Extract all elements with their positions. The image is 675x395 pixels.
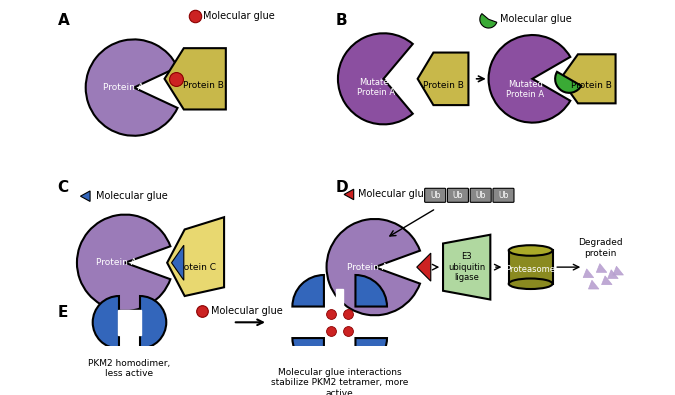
Polygon shape: [443, 235, 490, 299]
Polygon shape: [80, 191, 90, 201]
Ellipse shape: [509, 245, 553, 256]
FancyBboxPatch shape: [425, 188, 446, 202]
Ellipse shape: [509, 278, 553, 289]
Bar: [118, 310, 141, 335]
Text: D: D: [335, 180, 348, 195]
Text: Molecular glue interactions
stabilize PKM2 tetramer, more
active: Molecular glue interactions stabilize PK…: [271, 368, 408, 395]
Wedge shape: [356, 338, 387, 370]
Text: Molecular glue: Molecular glue: [500, 14, 572, 24]
Polygon shape: [171, 245, 184, 280]
Polygon shape: [596, 263, 607, 273]
Polygon shape: [560, 54, 616, 103]
Polygon shape: [613, 266, 624, 275]
FancyBboxPatch shape: [493, 188, 514, 202]
Text: Molecular glue: Molecular glue: [97, 191, 168, 201]
FancyBboxPatch shape: [448, 188, 468, 202]
Text: Protein A: Protein A: [347, 263, 388, 272]
Text: Molecular glue: Molecular glue: [203, 11, 275, 21]
Polygon shape: [416, 253, 431, 281]
Text: Ub: Ub: [475, 191, 486, 200]
Wedge shape: [86, 40, 178, 136]
Wedge shape: [480, 14, 497, 28]
Text: E: E: [57, 305, 68, 320]
Polygon shape: [344, 189, 354, 200]
Bar: [509, 250, 553, 284]
Wedge shape: [292, 275, 324, 307]
Text: Proteasome: Proteasome: [506, 265, 556, 274]
Text: Ub: Ub: [498, 191, 509, 200]
Point: [190, 13, 200, 19]
Point: [171, 76, 182, 82]
Wedge shape: [338, 33, 412, 124]
Wedge shape: [92, 296, 119, 348]
Polygon shape: [583, 269, 594, 278]
Text: Molecular glue: Molecular glue: [211, 306, 283, 316]
Polygon shape: [589, 280, 599, 289]
Wedge shape: [555, 72, 581, 93]
Wedge shape: [77, 214, 170, 311]
Polygon shape: [167, 217, 224, 296]
Wedge shape: [356, 275, 387, 307]
Point: [197, 308, 208, 314]
Point: [325, 310, 336, 317]
Text: Protein B: Protein B: [570, 81, 612, 90]
Text: PKM2 homodimer,
less active: PKM2 homodimer, less active: [88, 359, 171, 378]
Text: Protein A: Protein A: [96, 258, 137, 267]
Text: Protein B: Protein B: [423, 81, 464, 90]
Text: Molecular glue: Molecular glue: [358, 190, 430, 199]
Polygon shape: [418, 53, 468, 105]
Wedge shape: [489, 35, 570, 122]
Text: Protein B: Protein B: [183, 81, 223, 90]
Wedge shape: [327, 219, 420, 315]
FancyBboxPatch shape: [470, 188, 491, 202]
Wedge shape: [292, 338, 324, 370]
Wedge shape: [140, 296, 166, 348]
Point: [343, 310, 354, 317]
Text: Mutated
Protein A: Mutated Protein A: [357, 78, 396, 97]
Text: A: A: [57, 13, 70, 28]
Text: C: C: [57, 180, 69, 195]
Bar: [306, 319, 373, 326]
Text: Mutated
Protein A: Mutated Protein A: [506, 80, 545, 99]
Text: B: B: [335, 13, 347, 28]
Polygon shape: [165, 48, 226, 109]
Text: Ub: Ub: [453, 191, 463, 200]
Text: Protein A: Protein A: [103, 83, 144, 92]
Polygon shape: [601, 276, 612, 285]
Text: Ub: Ub: [430, 191, 440, 200]
Point: [325, 328, 336, 334]
Bar: [336, 289, 343, 356]
Text: Protein C: Protein C: [175, 263, 216, 272]
Text: E3
ubiquitin
ligase: E3 ubiquitin ligase: [448, 252, 485, 282]
Point: [343, 328, 354, 334]
Text: Degraded
protein: Degraded protein: [578, 238, 623, 258]
Polygon shape: [608, 270, 618, 278]
